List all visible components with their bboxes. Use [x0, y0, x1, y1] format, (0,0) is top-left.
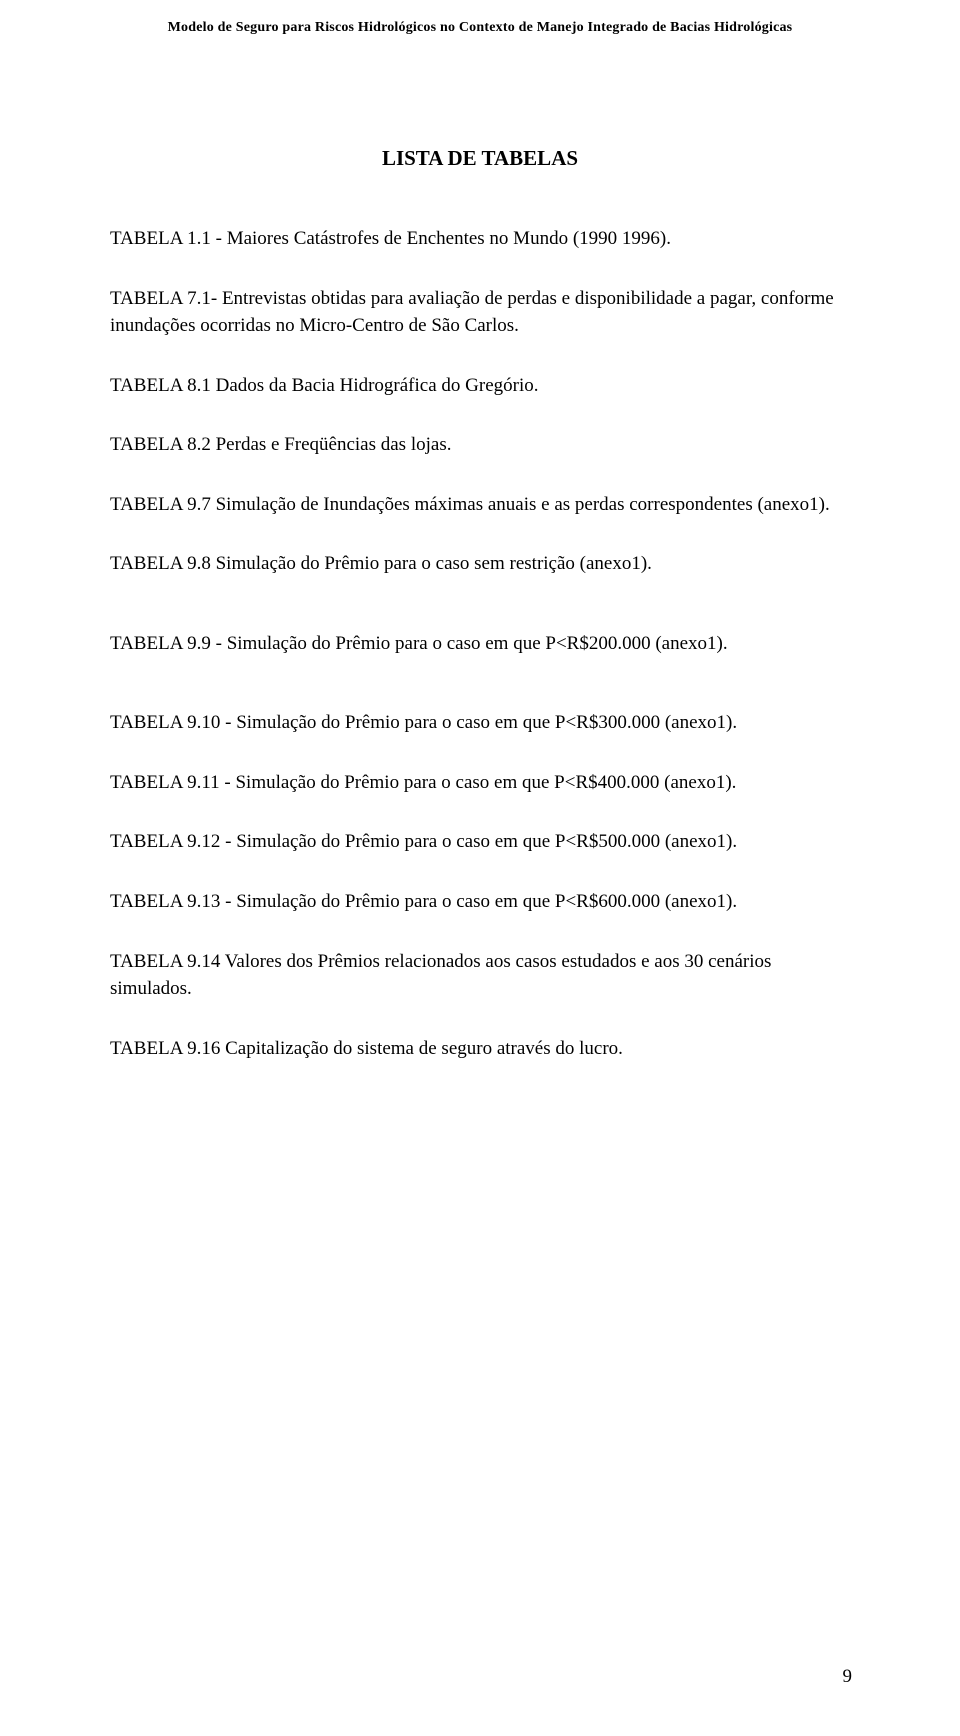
- running-header: Modelo de Seguro para Riscos Hidrológico…: [110, 20, 850, 36]
- toc-entry: TABELA 9.11 - Simulação do Prêmio para o…: [110, 769, 850, 797]
- toc-entry: TABELA 9.10 - Simulação do Prêmio para o…: [110, 709, 850, 737]
- toc-entry: TABELA 9.9 - Simulação do Prêmio para o …: [110, 630, 850, 658]
- toc-entry: TABELA 8.1 Dados da Bacia Hidrográfica d…: [110, 372, 850, 400]
- list-title: LISTA DE TABELAS: [110, 146, 850, 171]
- toc-entry: TABELA 7.1- Entrevistas obtidas para ava…: [110, 285, 850, 340]
- toc-entry: TABELA 9.13 - Simulação do Prêmio para o…: [110, 888, 850, 916]
- toc-entry: TABELA 1.1 - Maiores Catástrofes de Ench…: [110, 225, 850, 253]
- toc-entry: TABELA 9.7 Simulação de Inundações máxim…: [110, 491, 850, 519]
- toc-entry: TABELA 9.16 Capitalização do sistema de …: [110, 1035, 850, 1063]
- toc-entry: TABELA 9.8 Simulação do Prêmio para o ca…: [110, 550, 850, 578]
- toc-entry: TABELA 9.14 Valores dos Prêmios relacion…: [110, 948, 850, 1003]
- toc-entry: TABELA 9.12 - Simulação do Prêmio para o…: [110, 828, 850, 856]
- toc-entry: TABELA 8.2 Perdas e Freqüências das loja…: [110, 431, 850, 459]
- page-container: Modelo de Seguro para Riscos Hidrológico…: [0, 0, 960, 1736]
- page-number: 9: [843, 1666, 853, 1688]
